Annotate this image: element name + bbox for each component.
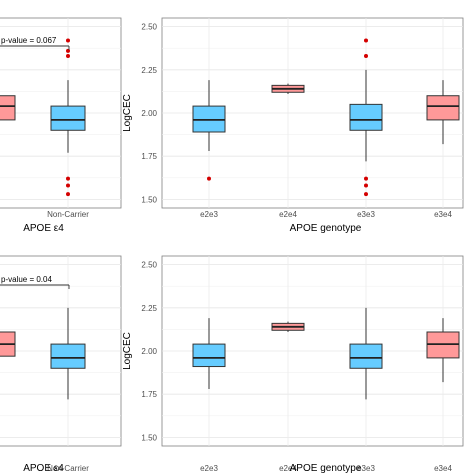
y-tick-label: 2.00 <box>141 109 157 118</box>
x-tick-label: e2e4 <box>279 210 297 219</box>
outlier-point <box>66 38 70 43</box>
y-axis-title: LogCEC <box>122 94 133 132</box>
y-tick-label: 2.00 <box>141 347 157 356</box>
p-value-annotation: p-value = 0.04 <box>1 275 52 284</box>
y-tick-label: 2.25 <box>141 304 157 313</box>
box-e3e3 <box>349 103 383 131</box>
box-non-carrier <box>50 105 86 131</box>
y-tick-label: 2.50 <box>141 23 157 32</box>
y-tick-label: 1.50 <box>141 195 157 204</box>
outlier-point <box>364 183 368 188</box>
outlier-point <box>364 38 368 43</box>
x-axis-title: APOE genotype <box>290 463 362 474</box>
y-tick-label: 2.25 <box>141 66 157 75</box>
outlier-point <box>364 54 368 58</box>
y-tick-label: 1.75 <box>141 390 157 399</box>
y-axis-title: LogCEC <box>122 332 133 370</box>
box-non-carrier <box>50 343 86 369</box>
outlier-point <box>364 176 368 181</box>
box-e3e4 <box>426 95 460 121</box>
box-e3e3 <box>349 343 383 369</box>
x-tick-label: e3e3 <box>357 464 375 473</box>
x-tick-label: e3e4 <box>434 464 452 473</box>
x-axis-title: APOE ε4 <box>23 223 64 234</box>
x-axis-title: APOE genotype <box>290 223 362 234</box>
x-tick-label: Non-Carrier <box>47 464 89 473</box>
outlier-point <box>364 192 368 197</box>
outlier-point <box>66 192 70 197</box>
x-axis-title: APOE ε4 <box>23 463 64 474</box>
outlier-point <box>207 176 211 181</box>
y-tick-label: 1.75 <box>141 152 157 161</box>
x-tick-label: e3e3 <box>357 210 375 219</box>
outlier-point <box>66 183 70 188</box>
outlier-point <box>66 54 70 58</box>
box-carrier <box>0 95 16 121</box>
outlier-point <box>66 176 70 181</box>
x-tick-label: Non-Carrier <box>47 210 89 219</box>
x-tick-label: e2e3 <box>200 210 218 219</box>
x-tick-label: e3e4 <box>434 210 452 219</box>
x-tick-label: e2e3 <box>200 464 218 473</box>
y-tick-label: 2.50 <box>141 261 157 270</box>
box-e2e3 <box>192 343 226 368</box>
p-value-annotation: p-value = 0.067 <box>1 36 57 45</box>
y-tick-label: 1.50 <box>141 433 157 442</box>
x-tick-label: e2e4 <box>279 464 297 473</box>
